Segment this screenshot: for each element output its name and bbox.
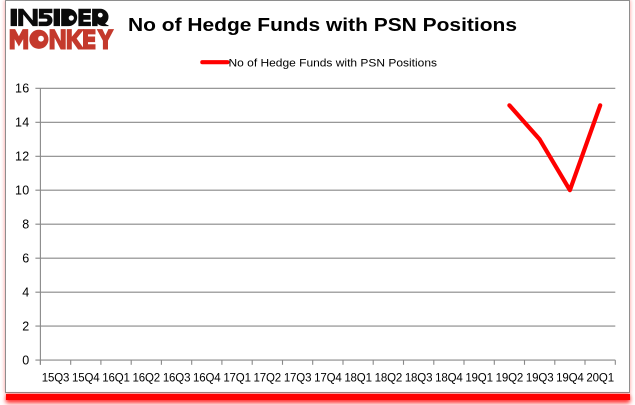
svg-text:6: 6 [22, 252, 29, 266]
svg-text:17Q3: 17Q3 [284, 372, 312, 384]
svg-text:18Q1: 18Q1 [344, 372, 372, 384]
svg-text:14: 14 [15, 116, 30, 130]
svg-text:19Q1: 19Q1 [465, 372, 493, 384]
svg-text:2: 2 [22, 320, 29, 334]
svg-text:20Q1: 20Q1 [586, 372, 614, 384]
svg-text:17Q4: 17Q4 [314, 372, 342, 384]
svg-text:No of Hedge Funds with PSN Pos: No of Hedge Funds with PSN Positions [229, 57, 438, 69]
svg-text:16: 16 [15, 82, 30, 96]
svg-text:12: 12 [15, 150, 30, 164]
svg-text:18Q3: 18Q3 [405, 372, 433, 384]
svg-text:19Q3: 19Q3 [526, 372, 554, 384]
svg-text:16Q3: 16Q3 [163, 372, 191, 384]
svg-text:16Q1: 16Q1 [102, 372, 130, 384]
svg-text:10: 10 [15, 184, 30, 198]
svg-text:19Q4: 19Q4 [556, 372, 584, 384]
svg-text:8: 8 [22, 218, 29, 232]
svg-text:No of Hedge Funds with PSN Pos: No of Hedge Funds with PSN Positions [128, 15, 517, 35]
svg-text:19Q2: 19Q2 [496, 372, 524, 384]
svg-text:15Q3: 15Q3 [42, 372, 70, 384]
svg-text:17Q1: 17Q1 [223, 372, 251, 384]
svg-text:0: 0 [22, 354, 29, 368]
svg-text:15Q4: 15Q4 [72, 372, 100, 384]
svg-text:17Q2: 17Q2 [254, 372, 282, 384]
svg-text:18Q2: 18Q2 [375, 372, 403, 384]
svg-text:16Q4: 16Q4 [193, 372, 221, 384]
svg-text:16Q2: 16Q2 [133, 372, 161, 384]
svg-text:18Q4: 18Q4 [435, 372, 463, 384]
svg-text:4: 4 [22, 286, 29, 300]
